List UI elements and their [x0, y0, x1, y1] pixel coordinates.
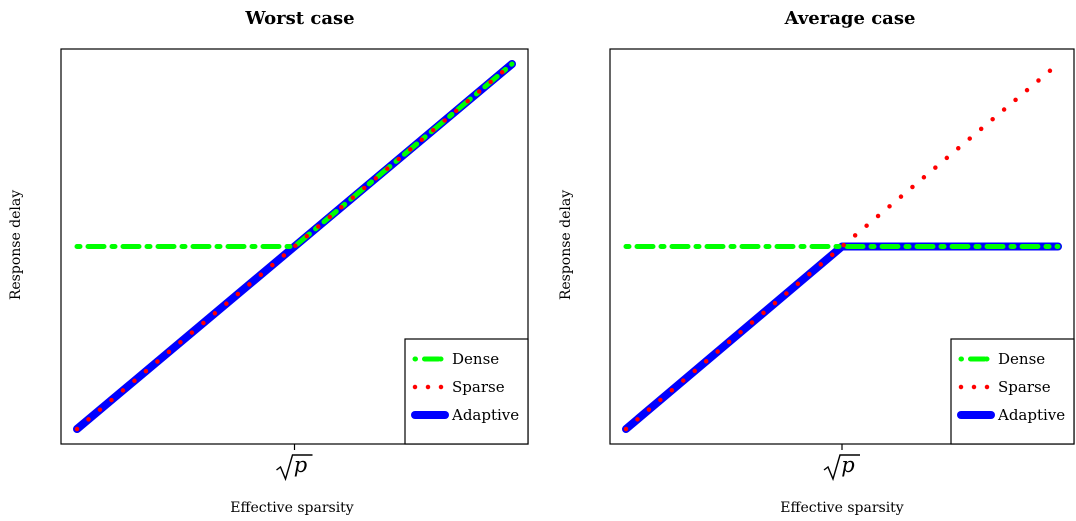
average-case-chart: Average case Response delay Effective sp…	[558, 8, 1075, 516]
legend-label-adaptive: Adaptive	[451, 406, 519, 424]
radical-sign-icon	[276, 454, 313, 482]
worst-case-chart: Worst case Response delay Effective spar…	[8, 8, 529, 516]
x-tick-label-sqrt-p: p	[823, 453, 860, 482]
x-axis-label: Effective sparsity	[780, 500, 904, 516]
series-line-dense	[74, 61, 515, 249]
legend-label-dense: Dense	[452, 350, 499, 368]
y-axis-label: Response delay	[558, 190, 574, 300]
chart-title: Worst case	[244, 8, 354, 29]
legend-label-adaptive: Adaptive	[997, 406, 1065, 424]
series-line-sparse	[623, 61, 1061, 432]
x-ticks: p	[276, 444, 313, 482]
radical-sign-icon	[823, 454, 860, 482]
x-ticks: p	[823, 444, 860, 482]
legend: Dense Sparse Adaptive	[404, 338, 529, 445]
legend-label-dense: Dense	[998, 350, 1045, 368]
legend-label-sparse: Sparse	[452, 378, 505, 396]
series-line-sparse	[74, 61, 515, 432]
x-tick-label: p	[294, 453, 307, 477]
x-tick-label-sqrt-p: p	[276, 453, 313, 482]
x-axis-label: Effective sparsity	[230, 500, 354, 516]
x-tick-label: p	[841, 453, 854, 477]
y-axis-label: Response delay	[8, 190, 24, 300]
legend: Dense Sparse Adaptive	[950, 338, 1075, 445]
chart-title: Average case	[784, 8, 916, 29]
legend-label-sparse: Sparse	[998, 378, 1051, 396]
